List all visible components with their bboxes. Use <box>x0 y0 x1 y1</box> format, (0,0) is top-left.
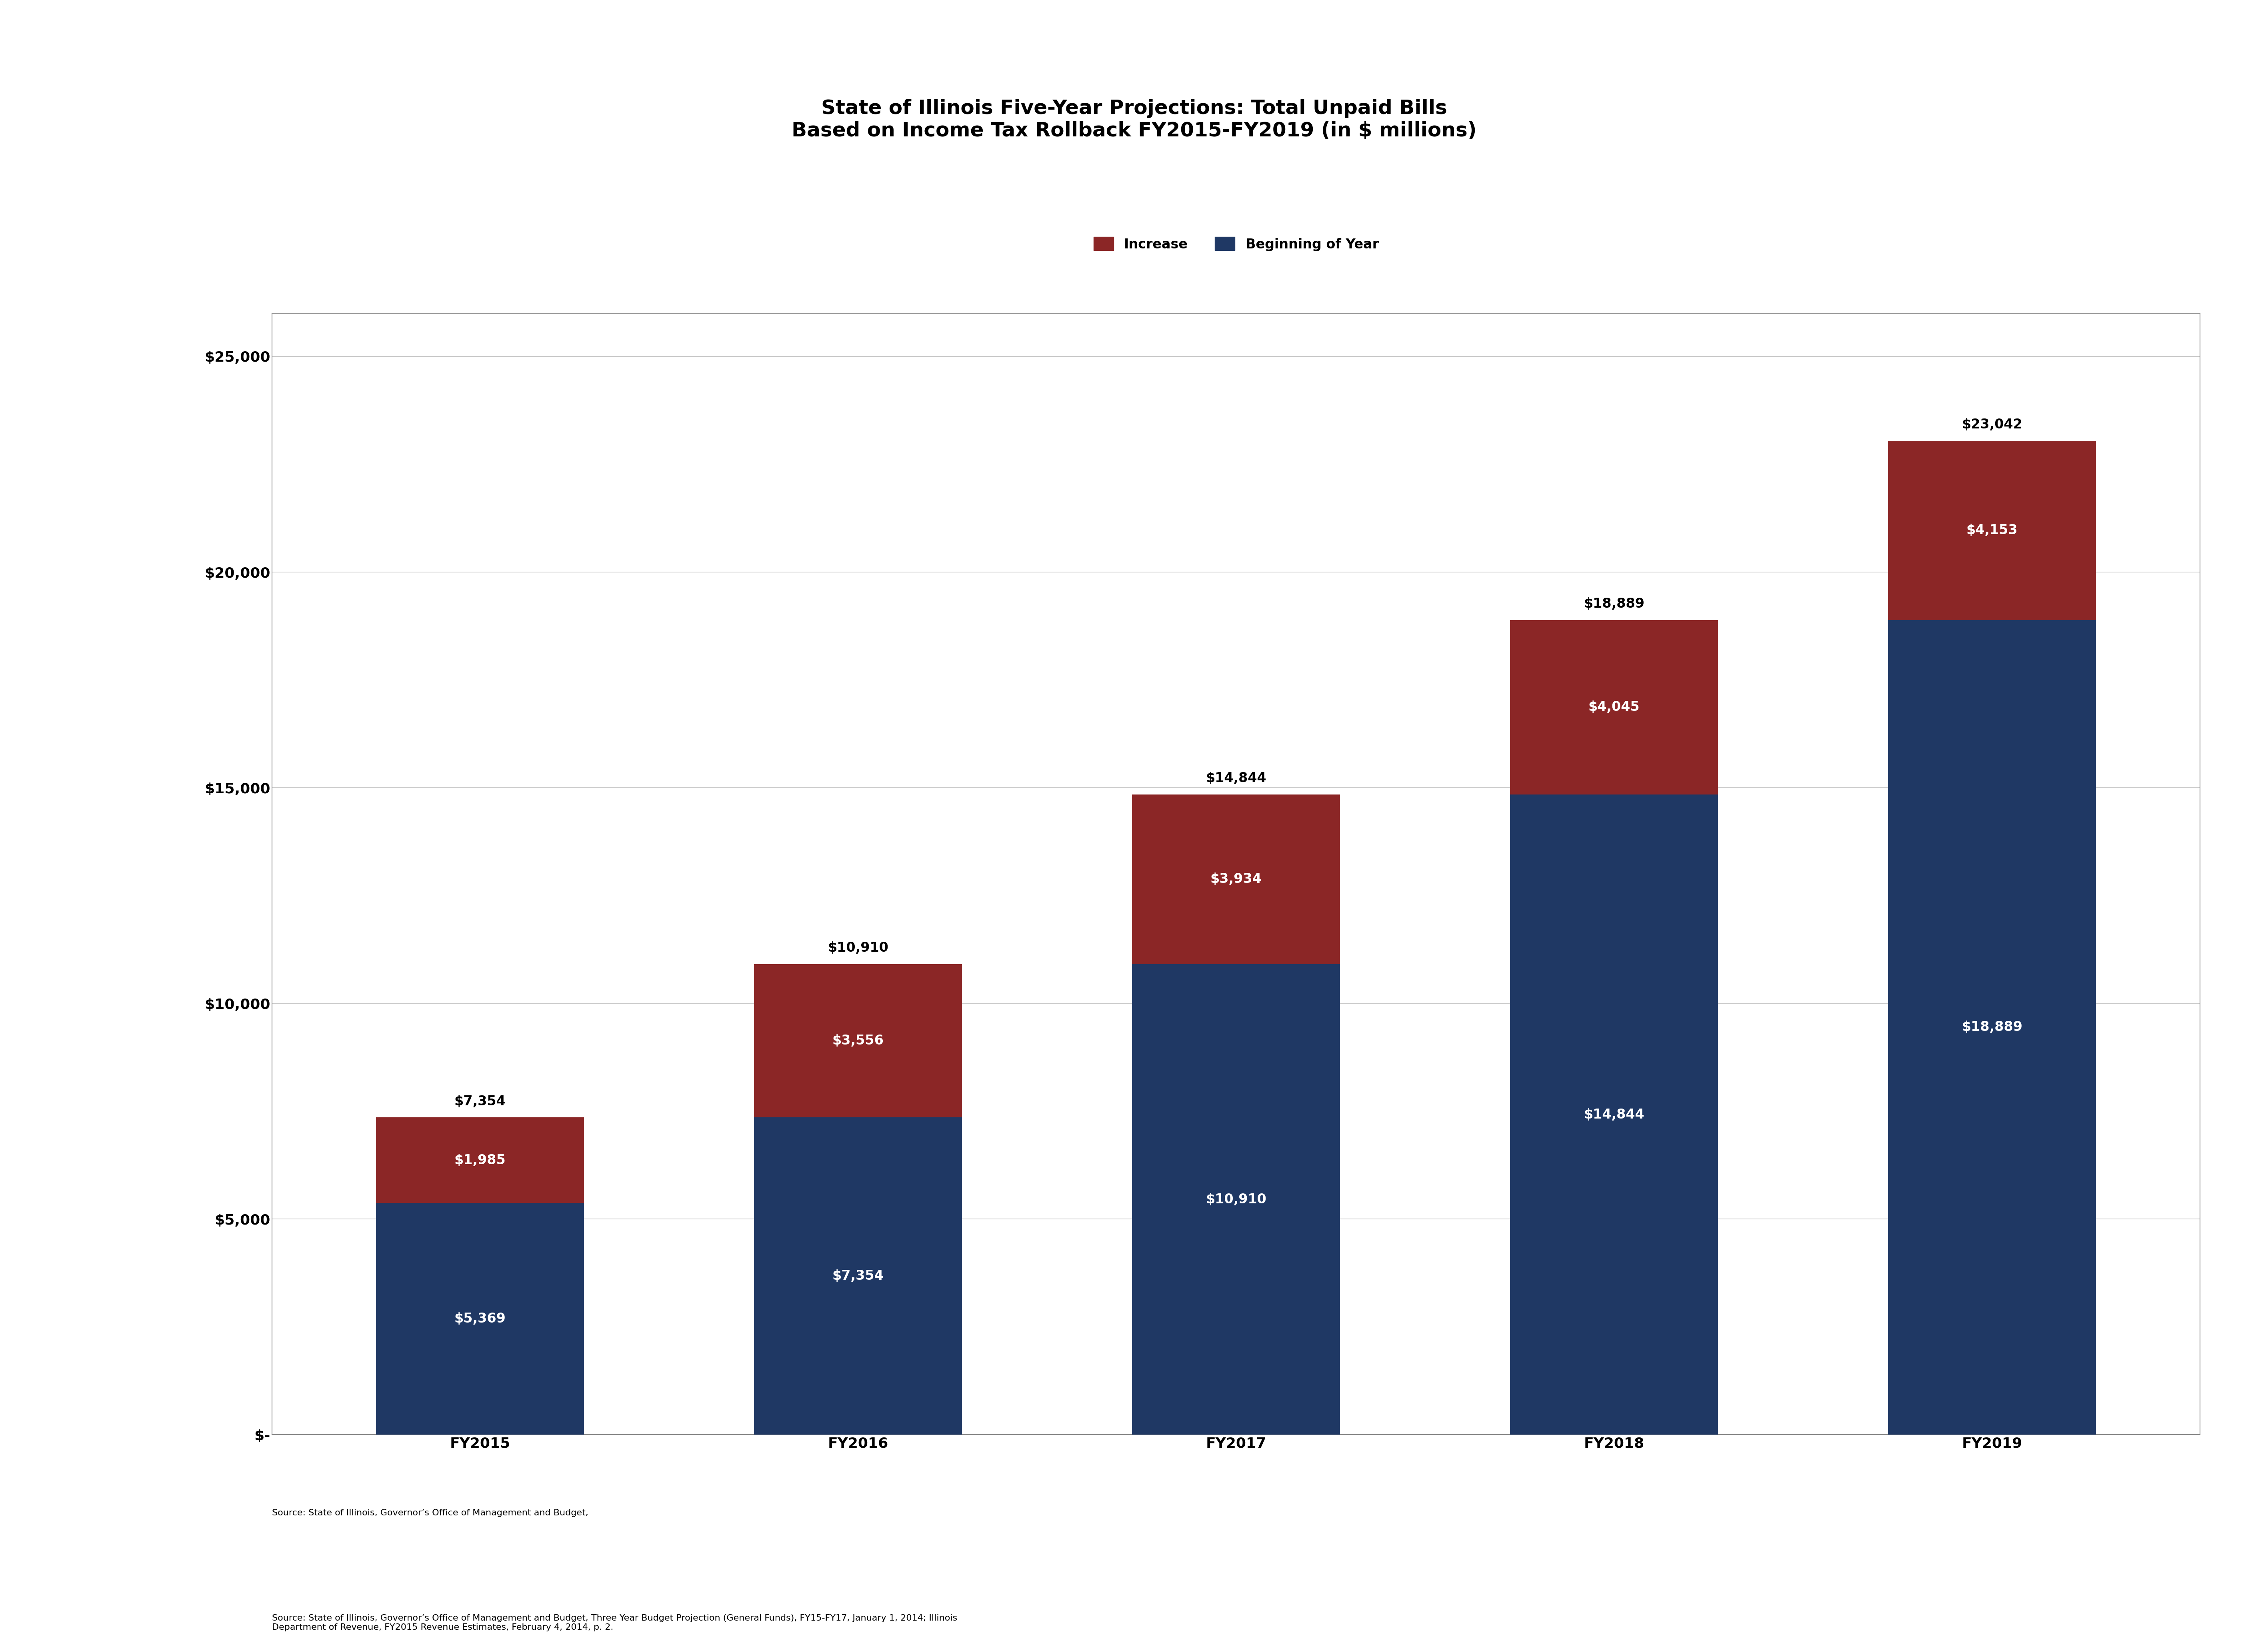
Bar <box>1889 440 2096 620</box>
Text: $18,889: $18,889 <box>1962 1021 2023 1034</box>
Bar <box>1132 965 1340 1435</box>
Text: $3,934: $3,934 <box>1211 872 1261 886</box>
Text: $10,910: $10,910 <box>828 942 889 955</box>
Text: $3,556: $3,556 <box>832 1034 885 1047</box>
Bar <box>753 965 962 1118</box>
Text: $10,910: $10,910 <box>1207 1192 1266 1205</box>
Bar <box>1510 620 1719 795</box>
Bar <box>1889 620 2096 1435</box>
Text: State of Illinois Five-Year Projections: Total Unpaid Bills
Based on Income Tax : State of Illinois Five-Year Projections:… <box>792 99 1476 140</box>
Text: $18,889: $18,889 <box>1583 597 1644 610</box>
Text: $4,045: $4,045 <box>1588 701 1640 714</box>
Text: $4,153: $4,153 <box>1966 524 2019 538</box>
Bar <box>1132 795 1340 965</box>
Text: $14,844: $14,844 <box>1583 1108 1644 1121</box>
Text: $14,844: $14,844 <box>1207 772 1266 785</box>
Bar <box>753 1118 962 1435</box>
Text: Source: State of Illinois, Governor’s Office of Management and Budget, Three Yea: Source: State of Illinois, Governor’s Of… <box>272 1614 957 1631</box>
Text: $23,042: $23,042 <box>1962 419 2023 432</box>
Text: $1,985: $1,985 <box>454 1154 506 1167</box>
Text: $7,354: $7,354 <box>832 1270 885 1283</box>
Text: $5,369: $5,369 <box>454 1313 506 1326</box>
Bar <box>376 1204 585 1435</box>
Bar <box>376 1118 585 1204</box>
Text: Source: State of Illinois, Governor’s Office of Management and Budget,: Source: State of Illinois, Governor’s Of… <box>272 1509 592 1517</box>
Text: $7,354: $7,354 <box>454 1095 506 1108</box>
Bar <box>1510 795 1719 1435</box>
Legend: Increase, Beginning of Year: Increase, Beginning of Year <box>1086 231 1386 257</box>
